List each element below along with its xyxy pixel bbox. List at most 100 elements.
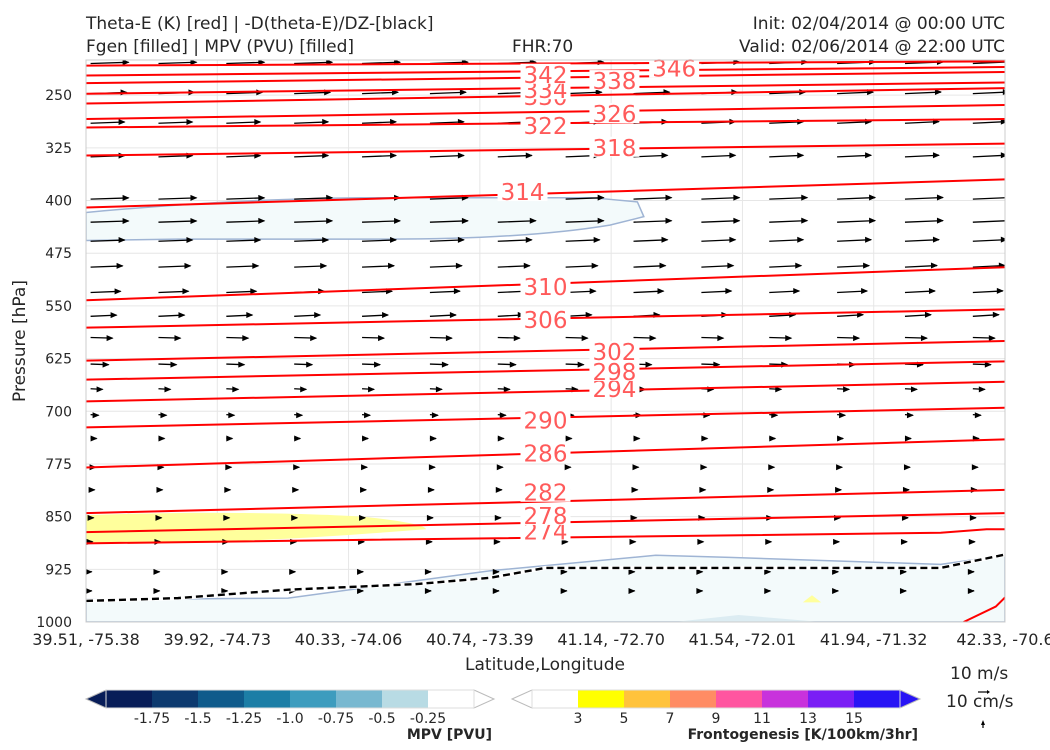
y-tick-label: 325	[45, 141, 72, 157]
stability-line-halo	[86, 552, 1005, 603]
wind-vector-head	[560, 568, 568, 575]
wind-vector-head	[992, 311, 1000, 318]
theta-e-label-bg	[520, 520, 571, 541]
wind-vector-head	[733, 217, 741, 224]
wind-vector-head	[775, 386, 783, 393]
wind-vector-head	[86, 569, 93, 575]
theta-e-contour-274	[86, 528, 1005, 545]
wind-vector-head	[657, 288, 665, 295]
wind-vector-head	[595, 89, 603, 96]
wind-vector-head	[899, 568, 907, 575]
wind-vector-head	[190, 60, 198, 66]
theta-e-label: 298	[592, 360, 636, 386]
wind-vector-head	[186, 237, 194, 244]
init-time: Init: 02/04/2014 @ 00:00 UTC	[752, 14, 1005, 34]
wind-vector	[294, 197, 333, 200]
theta-e-contour-346	[86, 60, 1005, 67]
wind-vector-head	[357, 587, 365, 594]
theta-e-contour-302	[86, 340, 1005, 362]
wind-vector-head	[186, 118, 194, 125]
wind-vector	[701, 196, 740, 200]
wind-vector-head	[978, 386, 986, 393]
colorbar-tick-label: 13	[799, 711, 817, 727]
wind-vector-head	[116, 262, 124, 269]
colorbar-tick-label: -0.5	[368, 711, 395, 727]
theta-e-label: 286	[524, 441, 568, 467]
frontogenesis-colorbar: 3 5 7 9 11 13 15	[510, 689, 922, 727]
wind-vector-head	[174, 335, 182, 342]
wind-vector-head	[153, 587, 161, 594]
colorbar-segment	[428, 690, 475, 708]
wind-vector-head	[494, 514, 502, 521]
wind-vector-head	[903, 464, 911, 471]
theta-e-label-bg	[589, 103, 640, 124]
theta-e-label: 342	[524, 63, 568, 89]
wind-vector-head	[833, 538, 841, 545]
wind-vector-head	[1002, 89, 1005, 96]
wind-vector-head	[1000, 118, 1005, 125]
wind-vector-head	[310, 335, 318, 342]
wind-vector-head	[1004, 217, 1005, 224]
theta-e-label-bg	[520, 63, 571, 84]
wind-vector-head	[932, 236, 940, 243]
wind-vector-head	[424, 568, 432, 575]
mpv-colorbar: -1.75 -1.5 -1.25 -1.0 -0.75 -0.5 -0.25	[84, 689, 496, 727]
wind-vector	[497, 220, 536, 223]
title-left-2: Fgen [filled] | MPV (PVU) [filled]	[86, 37, 355, 57]
wind-vector-head	[90, 435, 98, 442]
wind-vector-head	[221, 587, 229, 594]
wind-scale-label: 10 m/s	[950, 664, 1009, 684]
wind-vector-head	[865, 152, 873, 159]
wind-vector-head	[835, 486, 843, 493]
colorbar-segment	[198, 690, 245, 708]
wind-vector-head	[232, 386, 240, 393]
wind-vector	[769, 196, 808, 200]
wind-vector-head	[764, 587, 772, 594]
wind-vector-head	[300, 386, 308, 393]
wind-vector-head	[425, 538, 433, 545]
wind-vector-head	[564, 464, 572, 471]
wind-vector-head	[801, 194, 809, 201]
wind-vector-head	[513, 335, 521, 342]
theta-e-label-bg	[589, 136, 640, 157]
wind-vector-head	[767, 486, 775, 493]
wind-vector	[633, 196, 672, 200]
wind-vector-head	[771, 412, 779, 419]
wind-vector-head	[699, 486, 707, 493]
y-tick-label: 550	[45, 299, 72, 315]
y-tick-label: 250	[45, 88, 72, 104]
wind-vector-head	[910, 386, 918, 393]
x-tick-label: 42.33, -70.6	[956, 630, 1050, 649]
colorbar-segment	[290, 690, 337, 708]
colorbar-extend-right	[473, 689, 496, 709]
wind-vector-head	[661, 152, 669, 159]
theta-e-label-bg	[520, 275, 571, 296]
wind-vector-head	[597, 194, 605, 201]
wind-vector-head	[497, 435, 505, 442]
wind-vector-head	[190, 217, 198, 224]
wind-vector-head	[221, 568, 229, 575]
colorbar-tick-label: -0.25	[410, 711, 446, 727]
wind-vector-head	[170, 361, 178, 368]
wind-vector	[294, 220, 333, 223]
colorbar-segment	[624, 690, 671, 708]
x-tick-label: 39.92, -74.73	[164, 630, 272, 649]
theta-e-label-bg	[520, 79, 571, 100]
wind-vector	[362, 61, 401, 65]
wind-vector-head	[930, 262, 938, 269]
colorbar-tick-label: 3	[574, 711, 583, 727]
wind-vector-head	[984, 361, 992, 368]
wind-vector-head	[86, 588, 93, 594]
y-tick-label: 775	[45, 457, 72, 473]
wind-vector-head	[839, 412, 847, 419]
wind-vector-head	[863, 262, 871, 269]
wind-vector-head	[357, 568, 365, 575]
wind-vector-head	[118, 237, 126, 244]
wind-vector-head	[967, 568, 975, 575]
wind-vector-head	[785, 335, 793, 342]
wind-vector-head	[589, 288, 597, 295]
wind-vector-head	[765, 538, 773, 545]
theta-e-label: 306	[524, 308, 568, 334]
wind-vector-head	[184, 262, 192, 269]
theta-e-label-bg	[520, 308, 571, 329]
